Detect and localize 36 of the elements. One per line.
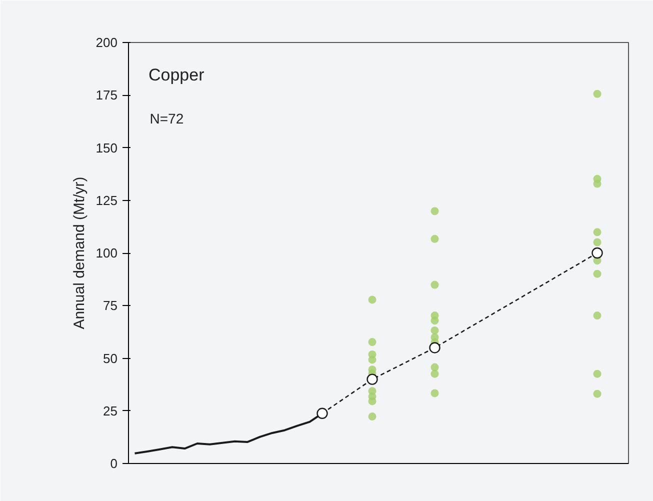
point — [368, 356, 376, 364]
y-tick-label: 200 — [96, 35, 118, 50]
point — [593, 238, 602, 246]
point — [593, 228, 602, 236]
point — [366, 374, 378, 385]
y-axis-title: Annual demand (Mt/yr) — [70, 176, 88, 330]
point — [593, 270, 602, 278]
point — [368, 296, 376, 304]
point — [430, 234, 439, 243]
point — [430, 207, 439, 216]
y-tick-label: 100 — [96, 246, 118, 260]
point — [430, 280, 439, 289]
point — [430, 389, 439, 398]
point — [593, 90, 602, 98]
point — [429, 342, 440, 354]
point — [593, 370, 602, 378]
point — [430, 370, 439, 378]
point — [430, 316, 439, 325]
point — [368, 412, 376, 421]
annotation: Copper — [148, 66, 205, 85]
point — [593, 390, 602, 398]
point — [593, 312, 602, 320]
y-tick-label: 150 — [96, 140, 118, 156]
point — [316, 408, 328, 419]
y-tick-label: 25 — [103, 403, 118, 418]
y-tick-label: 50 — [103, 350, 118, 366]
point — [592, 247, 603, 259]
y-tick-label: 175 — [96, 88, 118, 103]
point — [430, 326, 439, 334]
y-tick-label: 75 — [103, 298, 118, 314]
annotation: N=72 — [150, 110, 184, 127]
point — [368, 338, 376, 346]
point — [593, 180, 602, 188]
y-tick-label: 125 — [96, 192, 118, 208]
point — [368, 397, 376, 406]
y-tick-label: 0 — [110, 456, 118, 471]
